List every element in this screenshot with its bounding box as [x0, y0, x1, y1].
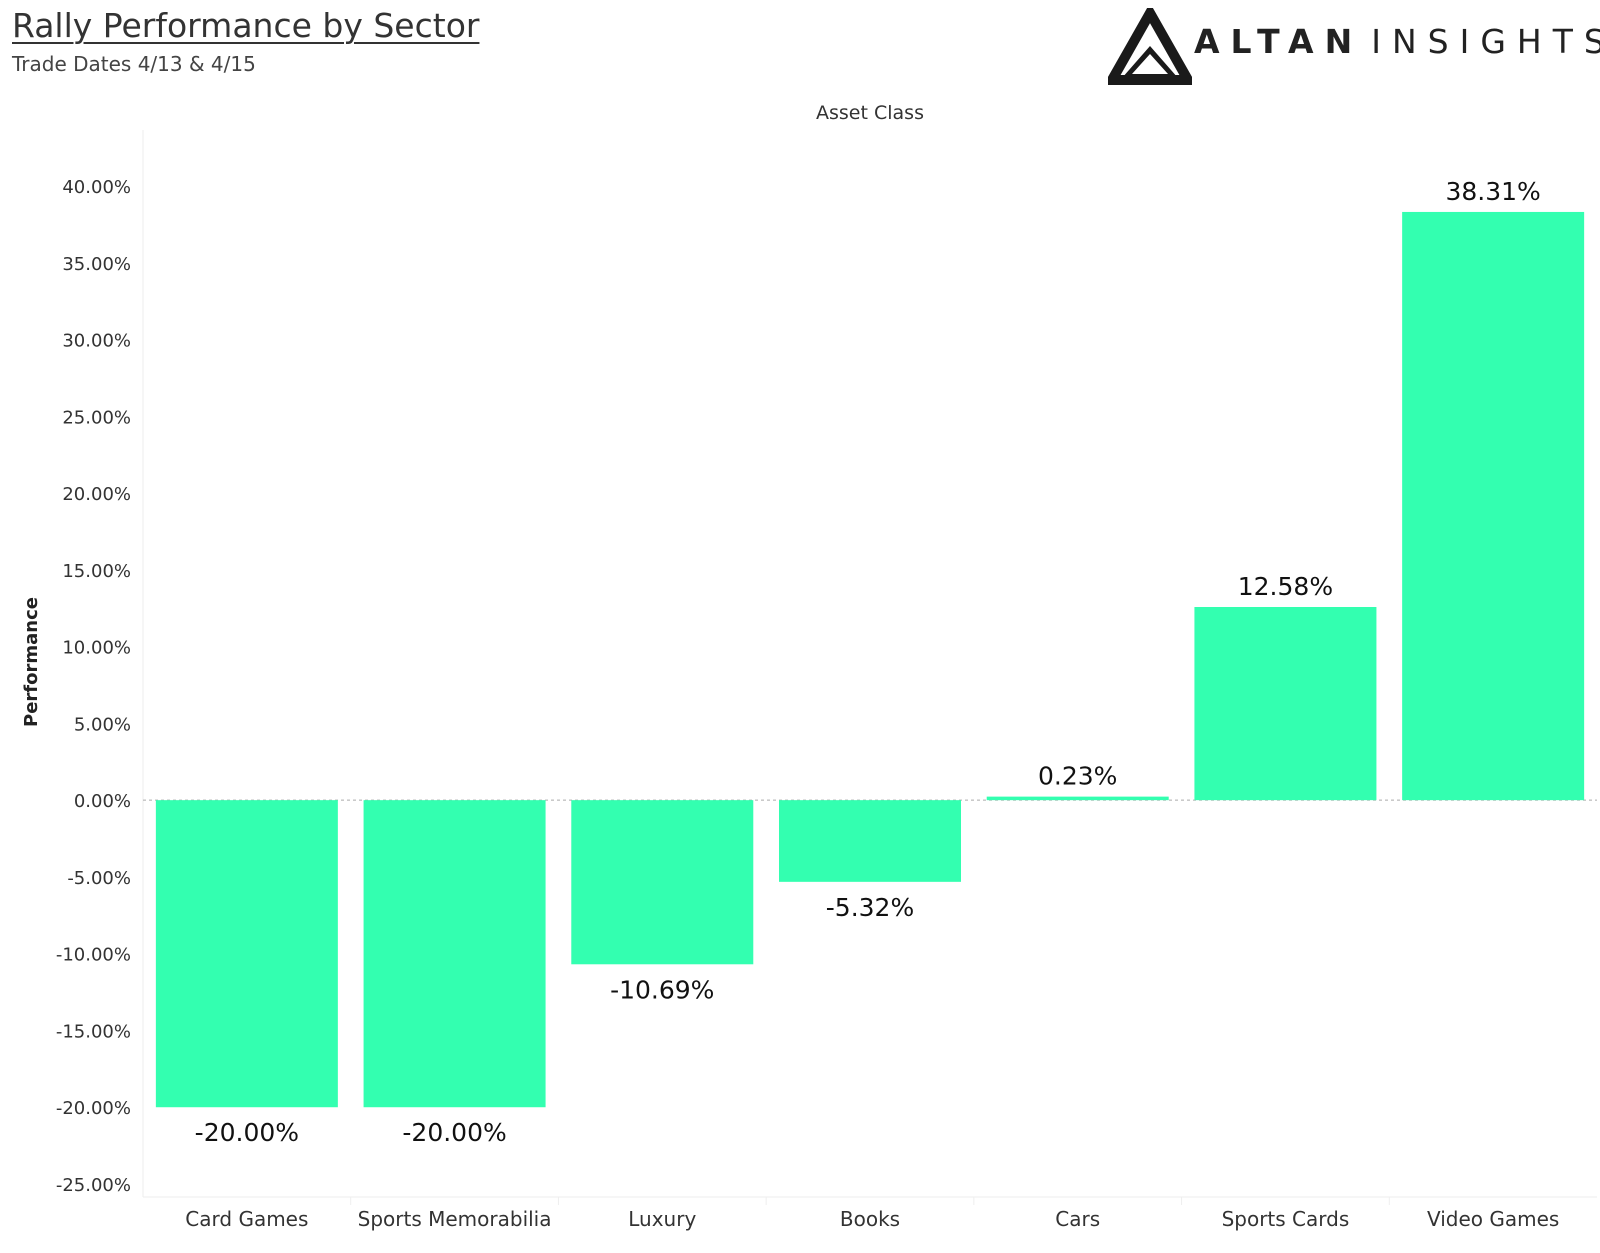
bar — [155, 800, 338, 1108]
data-label: 38.31% — [1445, 177, 1540, 206]
chart-subtitle: Trade Dates 4/13 & 4/15 — [12, 52, 256, 76]
data-label: -5.32% — [826, 893, 914, 922]
chart-title: Rally Performance by Sector — [12, 6, 480, 45]
data-label: -10.69% — [610, 975, 714, 1004]
brand-first-word: ALTAN — [1194, 22, 1364, 61]
y-tick-label: -25.00% — [56, 1175, 131, 1196]
x-axis-title: Asset Class — [816, 102, 924, 124]
chart-axes — [142, 130, 1597, 1205]
bar — [986, 796, 1169, 801]
bar — [1402, 211, 1585, 801]
triangle-logo-icon — [1108, 8, 1192, 85]
y-tick-label: 25.00% — [62, 407, 131, 428]
y-tick-label: 20.00% — [62, 484, 131, 505]
y-tick-label: -20.00% — [56, 1098, 131, 1119]
y-axis-title: Performance — [21, 597, 42, 727]
y-tick-label: -10.00% — [56, 945, 131, 966]
y-tick-label: 10.00% — [62, 638, 131, 659]
bar — [363, 800, 546, 1108]
y-tick-label: 30.00% — [62, 331, 131, 352]
bar — [1194, 607, 1377, 801]
category-label: Cars — [1055, 1207, 1100, 1231]
y-tick-label: -15.00% — [56, 1021, 131, 1042]
category-label: Luxury — [628, 1207, 696, 1231]
category-label: Sports Cards — [1222, 1207, 1350, 1231]
chart-data-labels: -20.00% -20.00% -10.69% -5.32% 0.23% 12.58% 38… — [195, 177, 1541, 1147]
y-tick-label: 0.00% — [74, 791, 131, 812]
x-axis-categories: Card Games Sports Memorabilia Luxury Books C… — [185, 1207, 1559, 1231]
y-tick-label: 40.00% — [62, 177, 131, 198]
brand-logo: ALTAN INSIGHTS — [1108, 8, 1600, 88]
bar — [779, 800, 961, 882]
data-label: -20.00% — [195, 1118, 299, 1147]
y-tick-label: 35.00% — [62, 254, 131, 275]
bar — [571, 800, 754, 965]
category-label: Video Games — [1427, 1207, 1559, 1231]
y-axis-ticks: 40.00% 35.00% 30.00% 25.00% 20.00% 15.00% 10.0… — [56, 177, 131, 1196]
brand-second-word: INSIGHTS — [1371, 22, 1600, 61]
y-tick-label: -5.00% — [67, 868, 131, 889]
brand-text: ALTAN INSIGHTS — [1194, 22, 1600, 61]
y-tick-label: 15.00% — [62, 561, 131, 582]
chart-bars — [155, 211, 1585, 1108]
data-label: 0.23% — [1038, 762, 1117, 791]
category-label: Sports Memorabilia — [358, 1207, 552, 1231]
data-label: -20.00% — [402, 1118, 506, 1147]
data-label: 12.58% — [1238, 572, 1333, 601]
category-label: Books — [840, 1207, 900, 1231]
y-tick-label: 5.00% — [74, 714, 131, 735]
category-label: Card Games — [185, 1207, 308, 1231]
